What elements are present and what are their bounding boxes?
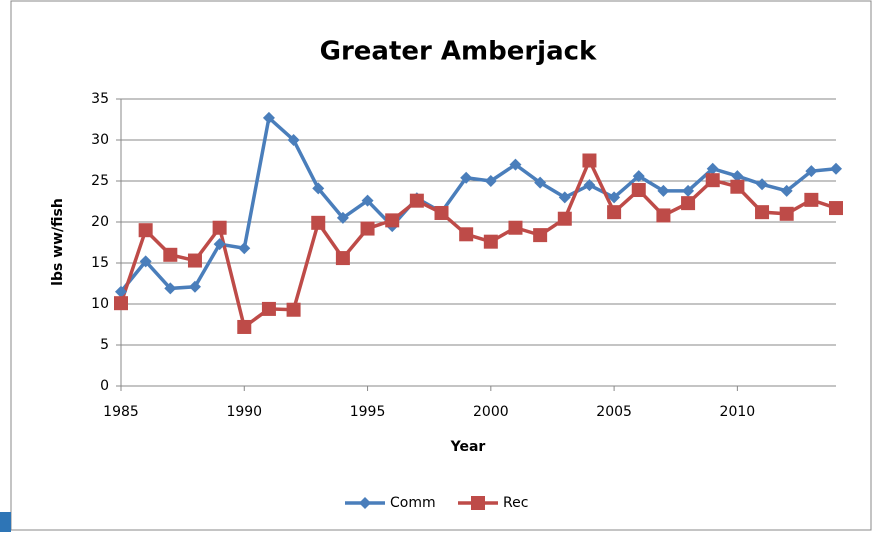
data-point bbox=[805, 165, 818, 178]
data-point bbox=[212, 220, 227, 235]
y-tick-label: 20 bbox=[91, 214, 109, 230]
data-point bbox=[756, 178, 769, 191]
x-tick-label: 1985 bbox=[103, 404, 139, 420]
y-tick-label: 35 bbox=[91, 91, 109, 107]
data-point bbox=[632, 170, 645, 183]
data-point bbox=[682, 184, 695, 197]
data-point bbox=[262, 111, 275, 124]
data-point bbox=[312, 182, 325, 195]
data-point bbox=[459, 227, 474, 242]
chart-frame bbox=[10, 0, 872, 531]
x-axis-label: Year bbox=[450, 439, 486, 455]
data-point bbox=[582, 153, 597, 168]
x-tick-label: 1990 bbox=[226, 404, 262, 420]
data-point bbox=[287, 134, 300, 146]
data-point bbox=[730, 179, 745, 194]
data-point bbox=[779, 206, 794, 221]
data-point bbox=[804, 192, 819, 207]
data-point bbox=[557, 211, 572, 226]
data-point bbox=[607, 205, 622, 220]
data-point bbox=[261, 301, 276, 316]
x-tick-label: 2000 bbox=[473, 404, 509, 420]
y-tick-label: 30 bbox=[91, 132, 109, 148]
y-tick-label: 0 bbox=[100, 378, 109, 394]
data-point bbox=[434, 205, 449, 220]
data-point bbox=[780, 184, 793, 197]
data-point bbox=[755, 205, 770, 220]
x-tick-label: 1995 bbox=[350, 404, 386, 420]
edge-tab bbox=[0, 512, 11, 532]
data-point bbox=[409, 193, 424, 208]
legend-label: Rec bbox=[503, 495, 528, 511]
data-point bbox=[508, 220, 523, 235]
data-point bbox=[163, 247, 178, 262]
data-point bbox=[706, 162, 719, 175]
y-tick-label: 10 bbox=[91, 296, 109, 312]
data-point bbox=[237, 319, 252, 334]
data-point bbox=[139, 255, 152, 268]
data-point bbox=[336, 211, 349, 224]
data-point bbox=[509, 158, 522, 171]
data-point bbox=[361, 194, 374, 207]
data-point bbox=[311, 215, 326, 230]
data-point bbox=[286, 302, 301, 317]
data-point bbox=[583, 179, 596, 192]
data-point bbox=[631, 183, 646, 198]
data-point bbox=[115, 285, 127, 298]
data-point bbox=[138, 223, 153, 238]
data-point bbox=[238, 242, 251, 255]
data-point bbox=[657, 184, 670, 197]
data-point bbox=[705, 173, 720, 188]
x-tick-label: 2005 bbox=[596, 404, 632, 420]
data-point bbox=[608, 191, 621, 204]
data-point bbox=[829, 201, 843, 216]
data-point bbox=[558, 191, 571, 204]
data-point bbox=[830, 162, 842, 175]
data-point bbox=[164, 282, 177, 295]
data-point bbox=[460, 171, 473, 184]
data-point bbox=[335, 251, 350, 266]
y-tick-label: 25 bbox=[91, 173, 109, 189]
chart-title: Greater Amberjack bbox=[320, 37, 597, 67]
data-point bbox=[360, 221, 375, 236]
data-point bbox=[731, 170, 744, 183]
legend-marker bbox=[471, 496, 485, 510]
y-tick-label: 15 bbox=[91, 255, 109, 271]
x-tick-label: 2010 bbox=[720, 404, 756, 420]
y-tick-label: 5 bbox=[100, 337, 109, 353]
data-point bbox=[483, 234, 498, 249]
y-axis-label: lbs ww/fish bbox=[50, 198, 66, 286]
data-point bbox=[534, 176, 547, 189]
data-point bbox=[656, 208, 671, 223]
legend-label: Comm bbox=[390, 495, 436, 511]
legend-marker bbox=[359, 497, 371, 509]
data-point bbox=[385, 213, 400, 228]
data-point bbox=[533, 228, 548, 243]
data-point bbox=[187, 253, 202, 268]
data-point bbox=[681, 196, 696, 211]
data-point bbox=[114, 296, 128, 311]
data-point bbox=[213, 238, 226, 251]
data-point bbox=[188, 280, 201, 293]
data-point bbox=[484, 175, 497, 187]
